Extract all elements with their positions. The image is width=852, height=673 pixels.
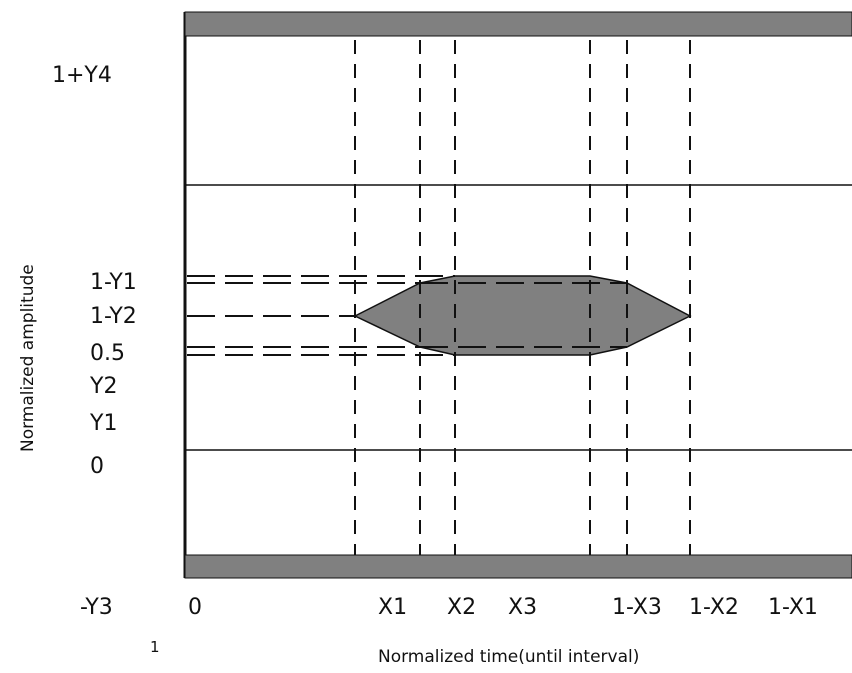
eye-mask-hexagon	[353, 275, 692, 356]
top-limit-bar	[184, 11, 852, 37]
x-axis-title: Normalized time(until interval)	[378, 647, 639, 667]
y-label-1-plus-y4: 1+Y4	[52, 63, 112, 88]
y-label-zero: 0	[90, 454, 104, 479]
x-label-x2: X2	[447, 595, 476, 620]
y-label-1-minus-y2: 1-Y2	[90, 304, 137, 329]
y-axis-title: Normalized amplitude	[18, 264, 38, 452]
stray-mark: 1	[150, 638, 160, 656]
x-label-1-minus-x3: 1-X3	[612, 595, 662, 620]
y-label-half: 0.5	[90, 341, 125, 366]
y-label-minus-y3: -Y3	[80, 595, 113, 620]
x-label-x1: X1	[378, 595, 407, 620]
x-label-1-minus-x1: 1-X1	[768, 595, 818, 620]
x-label-zero: 0	[188, 595, 202, 620]
y-label-1-minus-y1: 1-Y1	[90, 270, 137, 295]
y-label-y1: Y1	[89, 411, 117, 436]
y-label-y2: Y2	[89, 374, 117, 399]
x-label-x3: X3	[508, 595, 537, 620]
bottom-limit-bar	[184, 554, 852, 579]
x-label-1-minus-x2: 1-X2	[689, 595, 739, 620]
